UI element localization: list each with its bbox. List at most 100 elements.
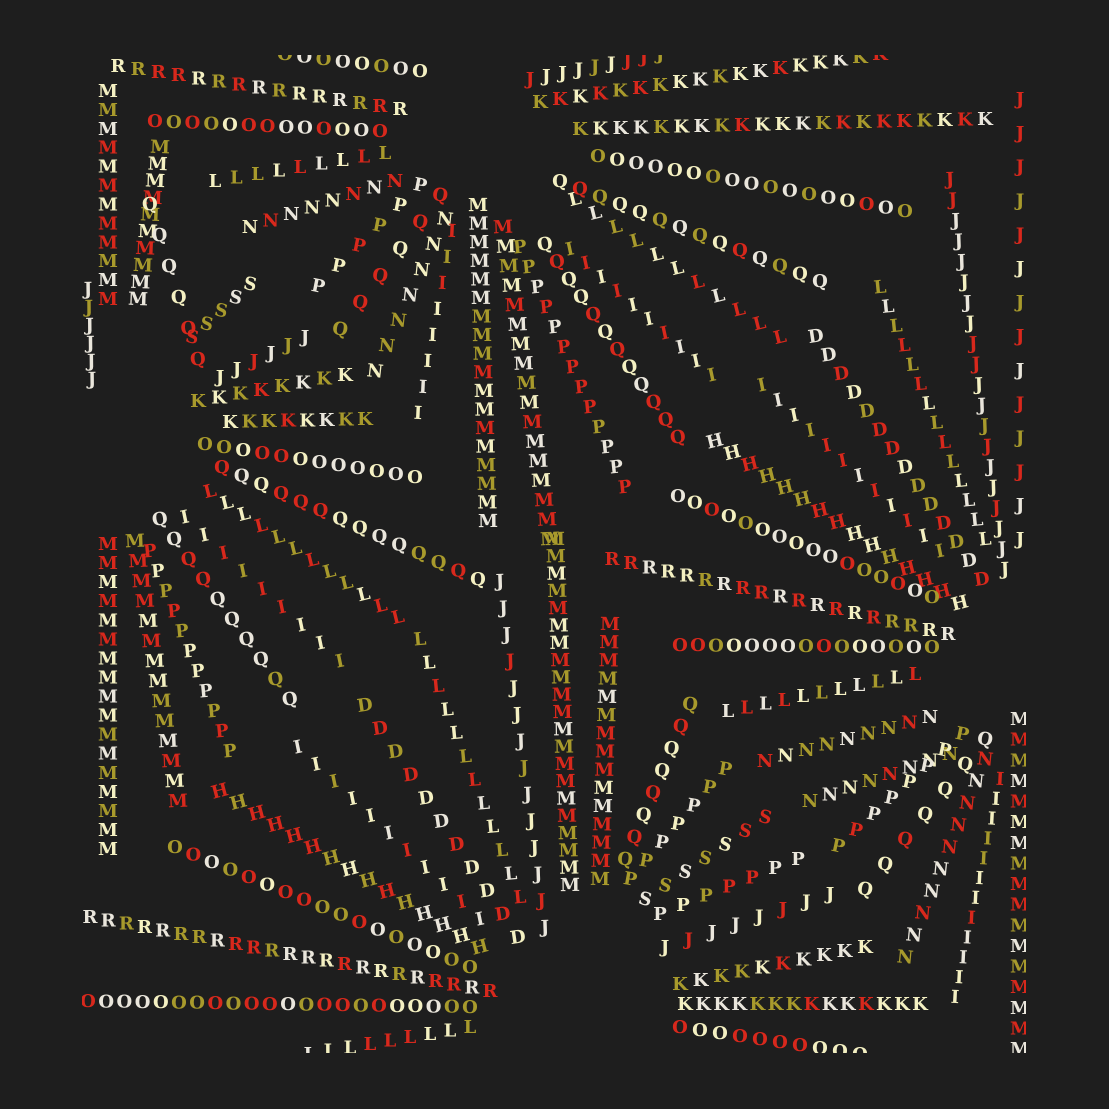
letter-glyph: M — [549, 633, 569, 654]
letter-glyph: Q — [431, 552, 447, 573]
letter-glyph: P — [330, 255, 348, 278]
letter-glyph: K — [613, 118, 630, 139]
letter-glyph: P — [573, 376, 589, 398]
letter-glyph: M — [549, 615, 569, 636]
letter-field: R R R R R R R R R R R R R R RO O O O O O O O O O O O OL L L L L L L L LN N N… — [82, 50, 1026, 1055]
letter-glyph: I — [217, 542, 230, 564]
letter-glyph: J — [86, 369, 97, 390]
letter-glyph: R — [483, 981, 499, 1002]
letter-glyph: M — [98, 687, 118, 708]
letter-glyph: O — [274, 446, 290, 467]
letter-glyph: J — [1014, 89, 1025, 110]
letter-glyph: L — [587, 202, 605, 226]
letter-glyph: H — [722, 441, 744, 466]
letter-glyph: H — [792, 487, 814, 512]
letter-glyph: L — [384, 1031, 397, 1052]
letter-glyph: O — [312, 452, 328, 473]
letter-glyph: I — [310, 754, 323, 776]
letter-glyph: L — [607, 215, 625, 239]
letter-glyph: O — [924, 587, 940, 608]
letter-glyph: M — [98, 801, 118, 822]
letter-glyph: Q — [237, 628, 256, 651]
letter-glyph: P — [829, 835, 847, 858]
letter-glyph: L — [476, 793, 491, 815]
letter-glyph: M — [135, 238, 156, 260]
letter-glyph: O — [590, 146, 606, 167]
letter-glyph: H — [932, 580, 954, 605]
letter-glyph: M — [98, 725, 118, 746]
letter-glyph: M — [131, 571, 152, 593]
letter-glyph: J — [507, 677, 518, 698]
letter-glyph: J — [556, 63, 567, 84]
letter-glyph: L — [929, 412, 944, 434]
letter-glyph: L — [710, 284, 728, 308]
letter-glyph: H — [914, 568, 936, 593]
letter-glyph: S — [656, 874, 674, 898]
letter-glyph: J — [231, 359, 242, 380]
letter-glyph: N — [958, 792, 976, 814]
letter-glyph: K — [731, 994, 748, 1015]
letter-glyph: P — [547, 316, 563, 338]
letter-glyph: M — [128, 551, 149, 573]
letter-glyph: O — [207, 993, 223, 1014]
letter-glyph: J — [1014, 292, 1025, 313]
letter-glyph: H — [757, 464, 779, 489]
letter-glyph: J — [972, 374, 983, 395]
letter-glyph: Q — [632, 373, 651, 396]
letter-glyph: O — [412, 61, 428, 82]
letter-glyph: M — [150, 137, 171, 159]
letter-glyph: M — [513, 353, 534, 375]
letter-glyph: K — [894, 994, 911, 1015]
letter-glyph: Q — [812, 271, 828, 292]
letter-glyph: P — [699, 886, 713, 907]
letter-glyph: K — [812, 53, 829, 74]
letter-glyph: J — [1014, 123, 1025, 144]
letter-glyph: K — [832, 50, 849, 71]
letter-glyph: M — [98, 763, 118, 784]
letter-glyph: L — [909, 664, 922, 685]
letter-glyph: L — [937, 431, 952, 453]
letter-glyph: I — [276, 596, 289, 618]
letter-glyph: L — [355, 583, 373, 607]
letter-glyph: Q — [234, 466, 250, 487]
letter-glyph: J — [943, 169, 954, 190]
letter-glyph: O — [353, 120, 369, 141]
letter-glyph: L — [364, 1034, 377, 1055]
letter-glyph: K — [754, 958, 771, 979]
letter-glyph: K — [295, 372, 312, 393]
letter-glyph: K — [714, 116, 731, 137]
letter-glyph: R — [292, 84, 308, 105]
letter-glyph: M — [470, 269, 490, 290]
letter-glyph: M — [98, 157, 118, 178]
letter-glyph: R — [272, 81, 288, 102]
letter-glyph: P — [953, 723, 971, 746]
letter-glyph: M — [596, 723, 616, 744]
letter-glyph: P — [214, 720, 230, 742]
letter-glyph: P — [350, 234, 368, 257]
letter-glyph: Q — [165, 528, 184, 551]
letter-glyph: J — [1014, 224, 1025, 245]
letter-glyph: O — [333, 905, 349, 926]
letter-glyph: Q — [536, 233, 555, 256]
letter-glyph: L — [338, 571, 356, 595]
letter-glyph: J — [753, 907, 764, 928]
letter-glyph: K — [795, 114, 812, 135]
letter-glyph: P — [206, 700, 222, 722]
letter-glyph: P — [538, 296, 554, 318]
letter-glyph: O — [890, 574, 906, 595]
letter-glyph: L — [881, 296, 896, 318]
letter-glyph: J — [949, 210, 960, 231]
letter-glyph: O — [260, 116, 276, 137]
letter-glyph: O — [147, 111, 163, 132]
letter-glyph: J — [981, 436, 992, 457]
letter-glyph: Q — [672, 217, 688, 238]
letter-glyph: I — [237, 560, 250, 582]
letter-glyph: M — [476, 437, 496, 458]
letter-glyph: M — [141, 631, 162, 653]
letter-glyph: O — [186, 845, 202, 866]
letter-glyph: L — [379, 143, 392, 164]
letter-glyph: K — [319, 410, 336, 431]
letter-glyph: R — [337, 954, 353, 975]
letter-glyph: Q — [752, 248, 768, 269]
letter-glyph: O — [369, 461, 385, 482]
